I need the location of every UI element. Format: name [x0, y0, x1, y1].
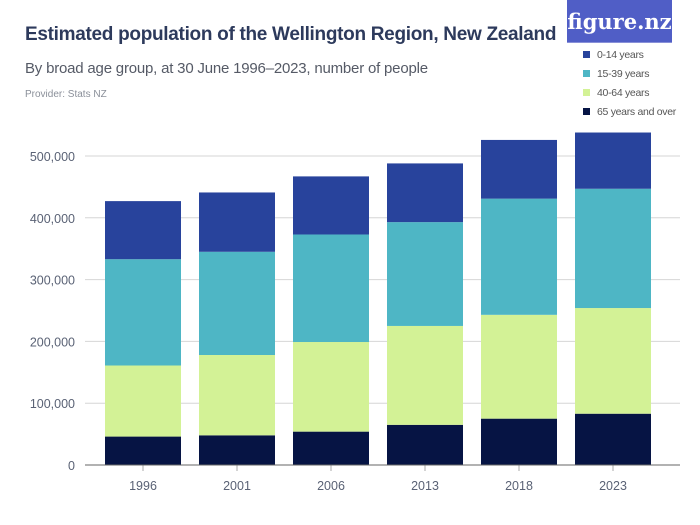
bar-segment-0-14-years: [105, 201, 181, 260]
legend-item[interactable]: 15-39 years: [583, 64, 676, 83]
bar-segment-65-years-and-over: [293, 431, 369, 465]
legend-swatch: [583, 70, 590, 77]
bar-segment-65-years-and-over: [575, 413, 651, 465]
bar-segment-40-64-years: [293, 342, 369, 432]
legend-swatch: [583, 89, 590, 96]
bar-segment-40-64-years: [199, 354, 275, 436]
x-tick-label: 2013: [411, 479, 439, 493]
bar-segment-15-39-years: [199, 251, 275, 355]
y-tick-label: 0: [68, 459, 75, 473]
legend-item[interactable]: 65 years and over: [583, 102, 676, 121]
bar-segment-15-39-years: [481, 198, 557, 315]
bar-segment-40-64-years: [105, 365, 181, 437]
y-tick-label: 400,000: [30, 212, 75, 226]
x-tick-label: 2001: [223, 479, 251, 493]
legend-item[interactable]: 0-14 years: [583, 45, 676, 64]
y-tick-label: 500,000: [30, 150, 75, 164]
y-tick-label: 300,000: [30, 274, 75, 288]
legend-swatch: [583, 51, 590, 58]
bar-segment-65-years-and-over: [481, 418, 557, 465]
x-tick-label: 2018: [505, 479, 533, 493]
chart-title: Estimated population of the Wellington R…: [25, 24, 557, 45]
bar-segment-40-64-years: [575, 308, 651, 414]
legend-item[interactable]: 40-64 years: [583, 83, 676, 102]
chart-subtitle: By broad age group, at 30 June 1996–2023…: [25, 60, 428, 77]
bar-segment-65-years-and-over: [199, 435, 275, 465]
bar-segment-0-14-years: [481, 139, 557, 199]
bar-segment-15-39-years: [105, 259, 181, 366]
legend-label: 0-14 years: [597, 48, 644, 61]
bar-segment-0-14-years: [575, 132, 651, 189]
x-tick-label: 2023: [599, 479, 627, 493]
provider-text: Provider: Stats NZ: [25, 89, 107, 100]
x-tick-label: 1996: [129, 479, 157, 493]
legend-label: 15-39 years: [597, 67, 650, 80]
bar-segment-40-64-years: [481, 314, 557, 419]
bar-segment-0-14-years: [387, 163, 463, 223]
y-tick-label: 100,000: [30, 397, 75, 411]
legend-label: 65 years and over: [597, 105, 676, 118]
bar-segment-15-39-years: [293, 234, 369, 343]
bar-segment-65-years-and-over: [387, 424, 463, 465]
bar-segment-15-39-years: [575, 188, 651, 309]
bar-segment-0-14-years: [293, 176, 369, 235]
figure-nz-logo[interactable]: figure.nz: [567, 0, 672, 43]
bar-segment-0-14-years: [199, 192, 275, 252]
bar-segment-40-64-years: [387, 325, 463, 425]
x-tick-label: 2006: [317, 479, 345, 493]
bar-segment-15-39-years: [387, 222, 463, 326]
legend-label: 40-64 years: [597, 86, 650, 99]
bar-segment-65-years-and-over: [105, 436, 181, 465]
legend-swatch: [583, 108, 590, 115]
y-tick-label: 200,000: [30, 335, 75, 349]
chart-legend: 0-14 years 15-39 years 40-64 years 65 years…: [583, 45, 676, 121]
